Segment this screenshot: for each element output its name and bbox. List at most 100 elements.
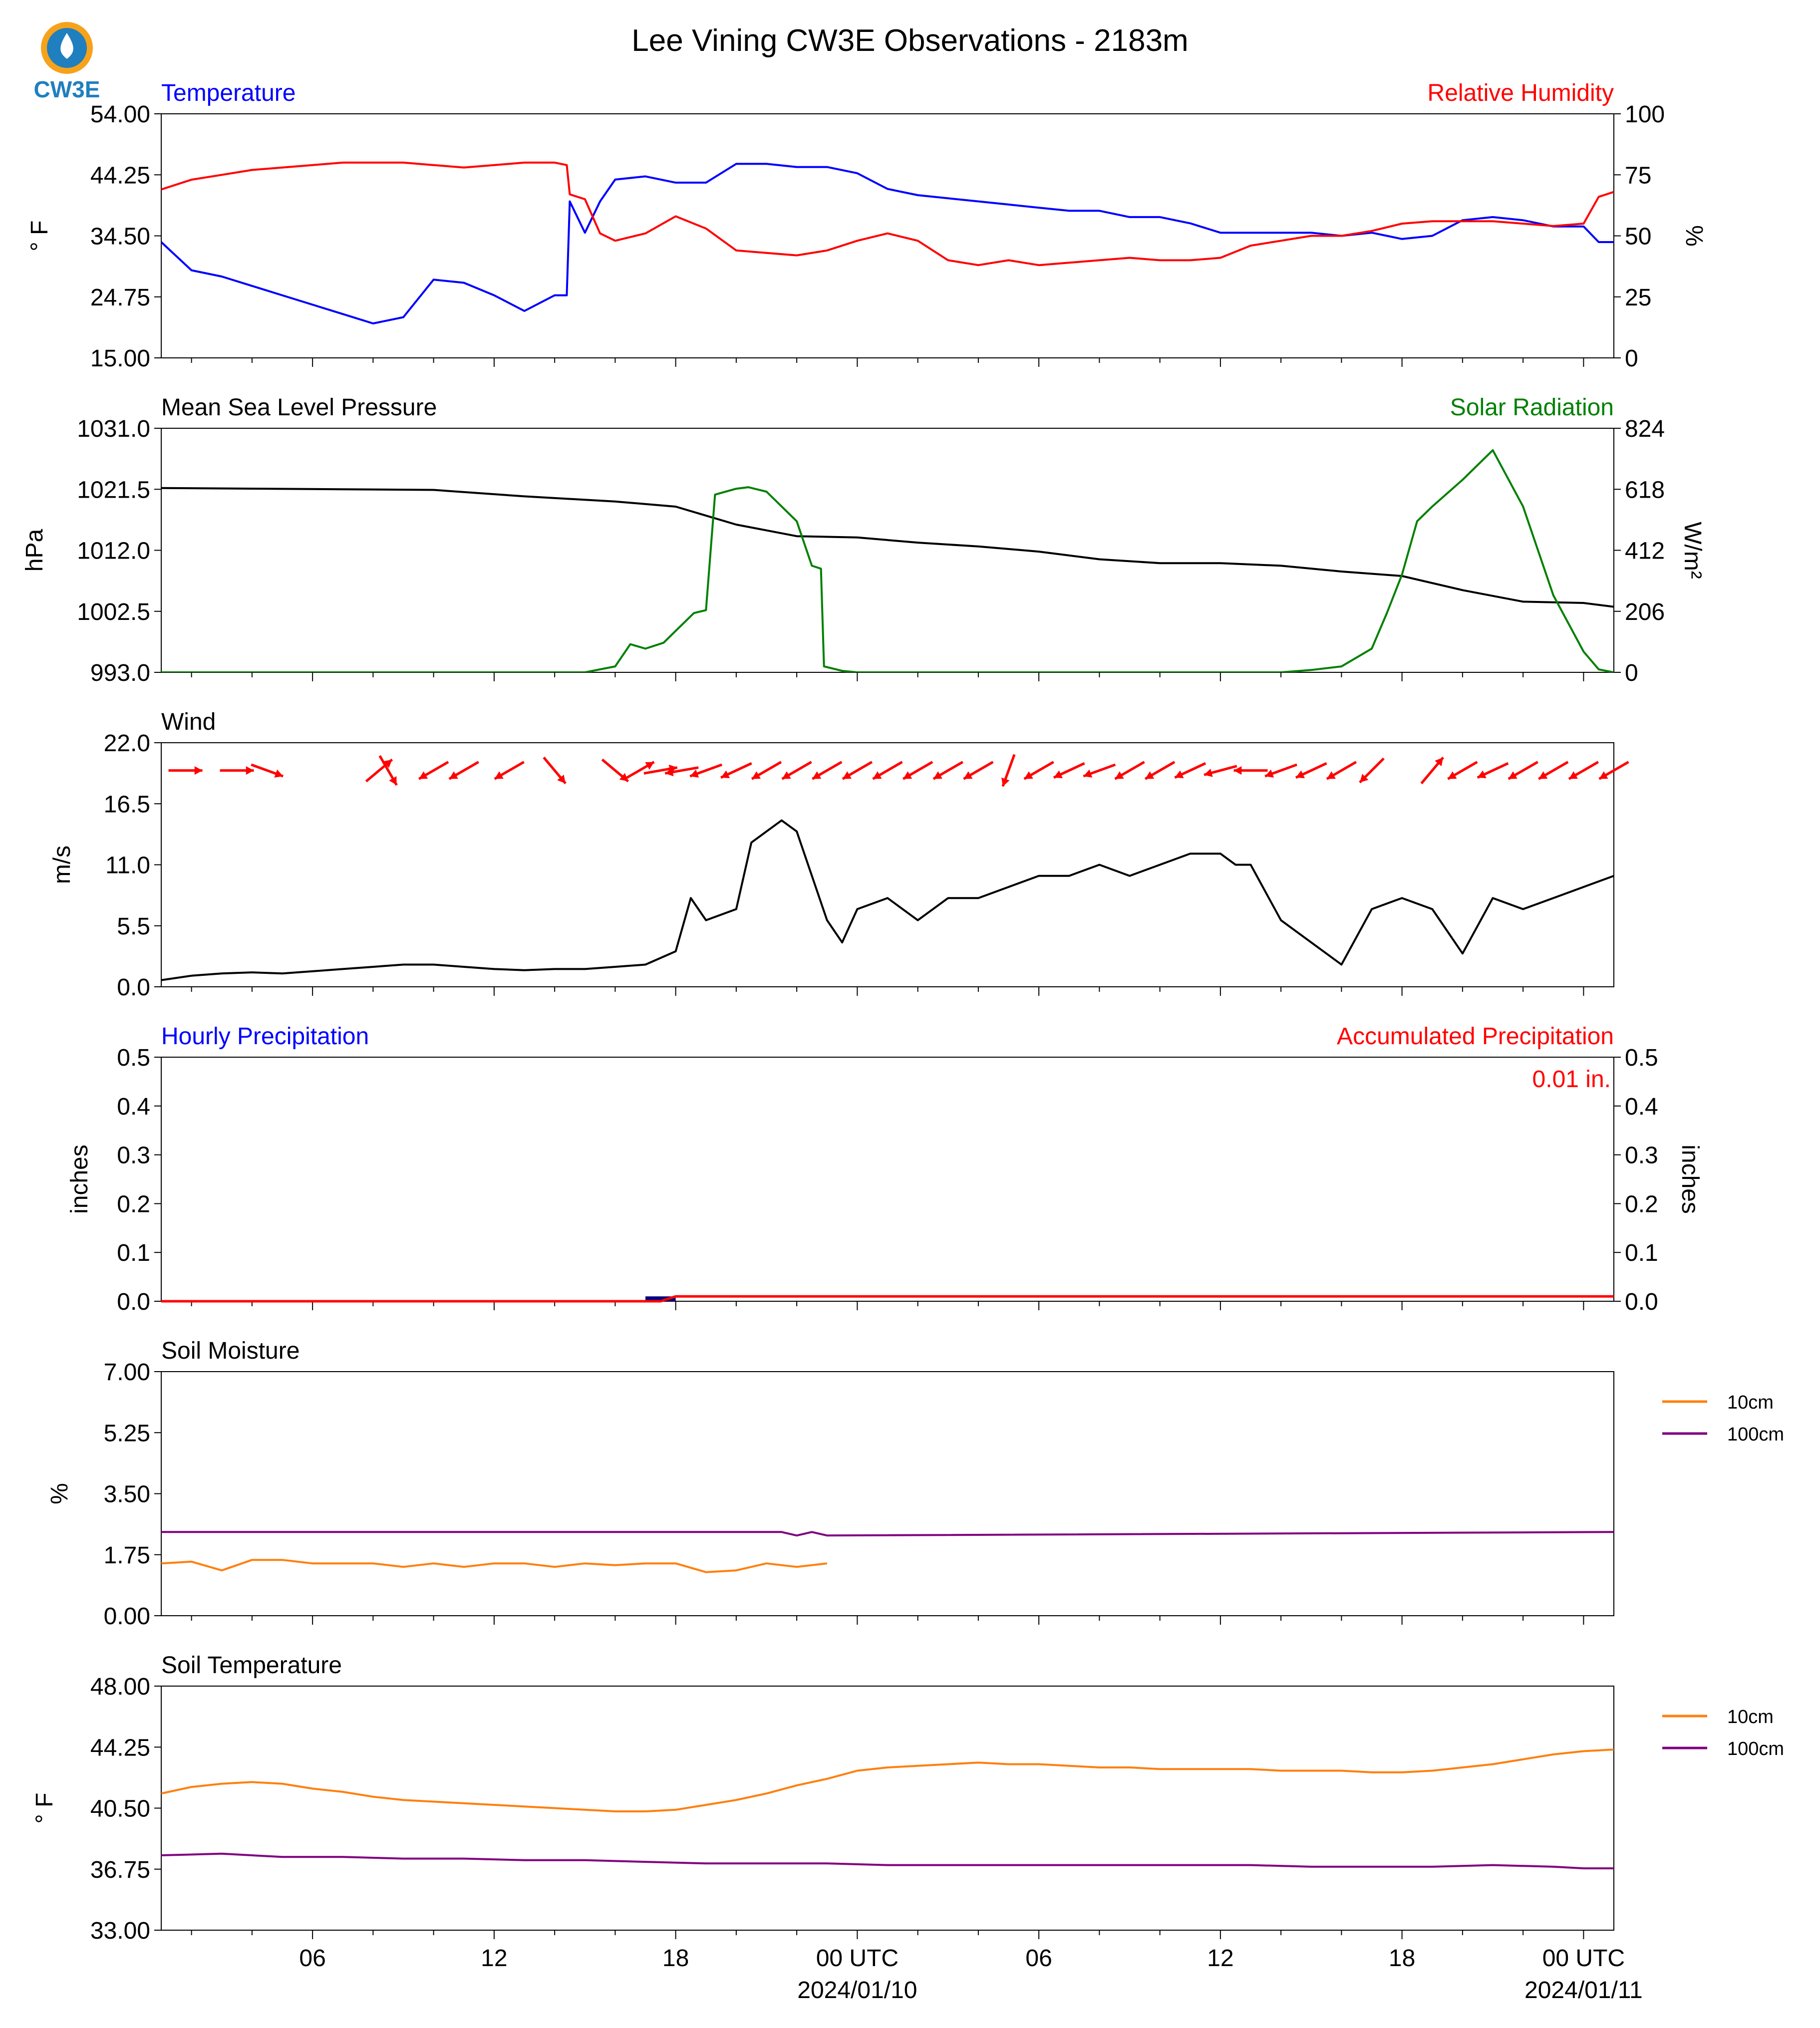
x-tick-label: 18 — [1389, 1945, 1415, 1972]
wind-arrow — [689, 763, 723, 778]
panel-title-left: Soil Temperature — [161, 1652, 342, 1679]
wind-arrow — [1538, 761, 1569, 780]
wind-arrow-head — [389, 776, 397, 786]
wind-arrow-head — [1448, 771, 1457, 779]
wind-arrow-head — [782, 771, 791, 779]
wind-arrow — [251, 763, 284, 778]
wind-arrow — [365, 758, 393, 783]
wind-arrow — [664, 766, 699, 777]
y-tick-label: 0.00 — [104, 1603, 150, 1630]
y-tick-label: 24.75 — [90, 285, 150, 311]
accumulated-total-label: 0.01 in. — [1532, 1066, 1611, 1093]
series-line-10cm — [161, 1559, 828, 1573]
panel-temperature: Temperature Relative Humidity 15.00 24.75 34… — [26, 80, 1707, 372]
wind-arrow — [1568, 761, 1599, 780]
wind-arrow — [543, 756, 567, 785]
panel-frame — [161, 428, 1614, 673]
y-tick-label: 0.0 — [117, 974, 150, 1001]
wind-arrow-head — [1435, 757, 1444, 767]
wind-arrow — [378, 755, 398, 786]
wind-arrow-head — [274, 769, 284, 778]
wind-arrow — [1114, 761, 1145, 780]
y-tick-label: 0.2 — [117, 1191, 150, 1217]
wind-arrow — [494, 761, 525, 780]
y-tick-label-right: 206 — [1625, 599, 1665, 625]
panel-frame — [161, 1057, 1614, 1302]
wind-arrow-head — [246, 766, 254, 775]
y-tick-label: 44.25 — [90, 162, 150, 189]
x-tick-label: 12 — [1207, 1945, 1233, 1972]
y-tick-label-right: 100 — [1625, 101, 1665, 128]
y-tick-label: 1.75 — [104, 1542, 150, 1569]
cw3e-logo: CW3E — [34, 22, 100, 102]
wind-arrow-head — [1083, 769, 1093, 778]
wind-arrow — [902, 761, 933, 780]
panel-title-right: Relative Humidity — [1428, 80, 1614, 106]
wind-arrow-head — [963, 771, 973, 779]
wind-arrow-head — [752, 771, 761, 779]
wind-arrow — [720, 762, 752, 779]
y-tick-label: 0.3 — [117, 1143, 150, 1169]
y-tick-label-right: 0.3 — [1625, 1143, 1658, 1169]
wind-arrow-head — [1477, 770, 1487, 779]
y-axis-label-right: inches — [1677, 1145, 1703, 1214]
wind-arrow-head — [1145, 771, 1155, 779]
y-tick-label-right: 50 — [1625, 224, 1651, 250]
x-tick-label: 12 — [481, 1945, 507, 1972]
wind-arrow — [751, 761, 782, 780]
panel-frame — [161, 1686, 1614, 1931]
wind-arrow-head — [690, 769, 699, 778]
wind-arrow — [932, 761, 963, 780]
series-line-10cm — [161, 1748, 1614, 1812]
wind-arrow-head — [1053, 770, 1063, 779]
wind-arrow-head — [1175, 770, 1184, 779]
legend-label: 100cm — [1727, 1424, 1784, 1445]
y-tick-label: 7.00 — [104, 1359, 150, 1386]
wind-arrow-head — [1508, 771, 1517, 779]
y-tick-label: 48.00 — [90, 1674, 150, 1700]
panel-soil-temperature: Soil Temperature 33.00 36.75 40.50 44.25 48.0… — [31, 1652, 1784, 1944]
hourly-precip-bar — [645, 1296, 676, 1301]
wind-arrow — [1204, 765, 1237, 777]
wind-arrow-head — [842, 771, 852, 779]
y-tick-label-right: 0.2 — [1625, 1191, 1658, 1217]
wind-arrow-head — [449, 771, 458, 779]
wind-arrow — [812, 761, 843, 780]
wind-arrow — [963, 761, 994, 780]
wind-arrow — [1295, 762, 1327, 779]
series-line-relative-humidity — [161, 161, 1614, 267]
legend-label: 10cm — [1727, 1707, 1774, 1728]
panel-title-right: Accumulated Precipitation — [1337, 1023, 1614, 1050]
y-tick-label: 5.5 — [117, 913, 150, 940]
wind-arrow — [1001, 754, 1016, 787]
panel-hourly-precipitation: Hourly Precipitation Accumulated Precipit… — [66, 1023, 1703, 1315]
series-line-100cm — [161, 1852, 1614, 1870]
wind-arrow-head — [1115, 771, 1124, 779]
panel-frame — [161, 1371, 1614, 1616]
wind-arrow — [1174, 762, 1207, 779]
y-tick-label: 1031.0 — [77, 416, 150, 442]
wind-arrow-head — [1024, 771, 1033, 779]
y-tick-label: 1012.0 — [77, 538, 150, 565]
y-tick-label: 44.25 — [90, 1735, 150, 1761]
wind-arrow — [781, 761, 812, 780]
wind-arrow-head — [1295, 770, 1305, 779]
y-tick-label-right: 75 — [1625, 162, 1651, 189]
wind-arrow-head — [494, 771, 504, 779]
y-tick-label-right: 0.5 — [1625, 1045, 1658, 1071]
panel-wind: Wind 0.0 5.5 11.0 16.5 22.0 m/s — [49, 709, 1629, 1001]
wind-arrow — [1508, 761, 1538, 780]
y-tick-label: 3.50 — [104, 1481, 150, 1508]
logo-text: CW3E — [34, 76, 100, 102]
wind-arrow — [1359, 757, 1385, 784]
y-axis-label: ° F — [26, 221, 53, 252]
wind-arrow — [1083, 763, 1116, 778]
panel-title-right: Solar Radiation — [1450, 394, 1614, 421]
wind-arrow-head — [1326, 771, 1336, 779]
panel-title-left: Hourly Precipitation — [161, 1023, 369, 1050]
series-line-temperature — [161, 163, 1614, 324]
wind-arrow — [1447, 761, 1478, 780]
y-tick-label-right: 0.0 — [1625, 1289, 1658, 1315]
y-tick-label-right: 0 — [1625, 345, 1638, 372]
